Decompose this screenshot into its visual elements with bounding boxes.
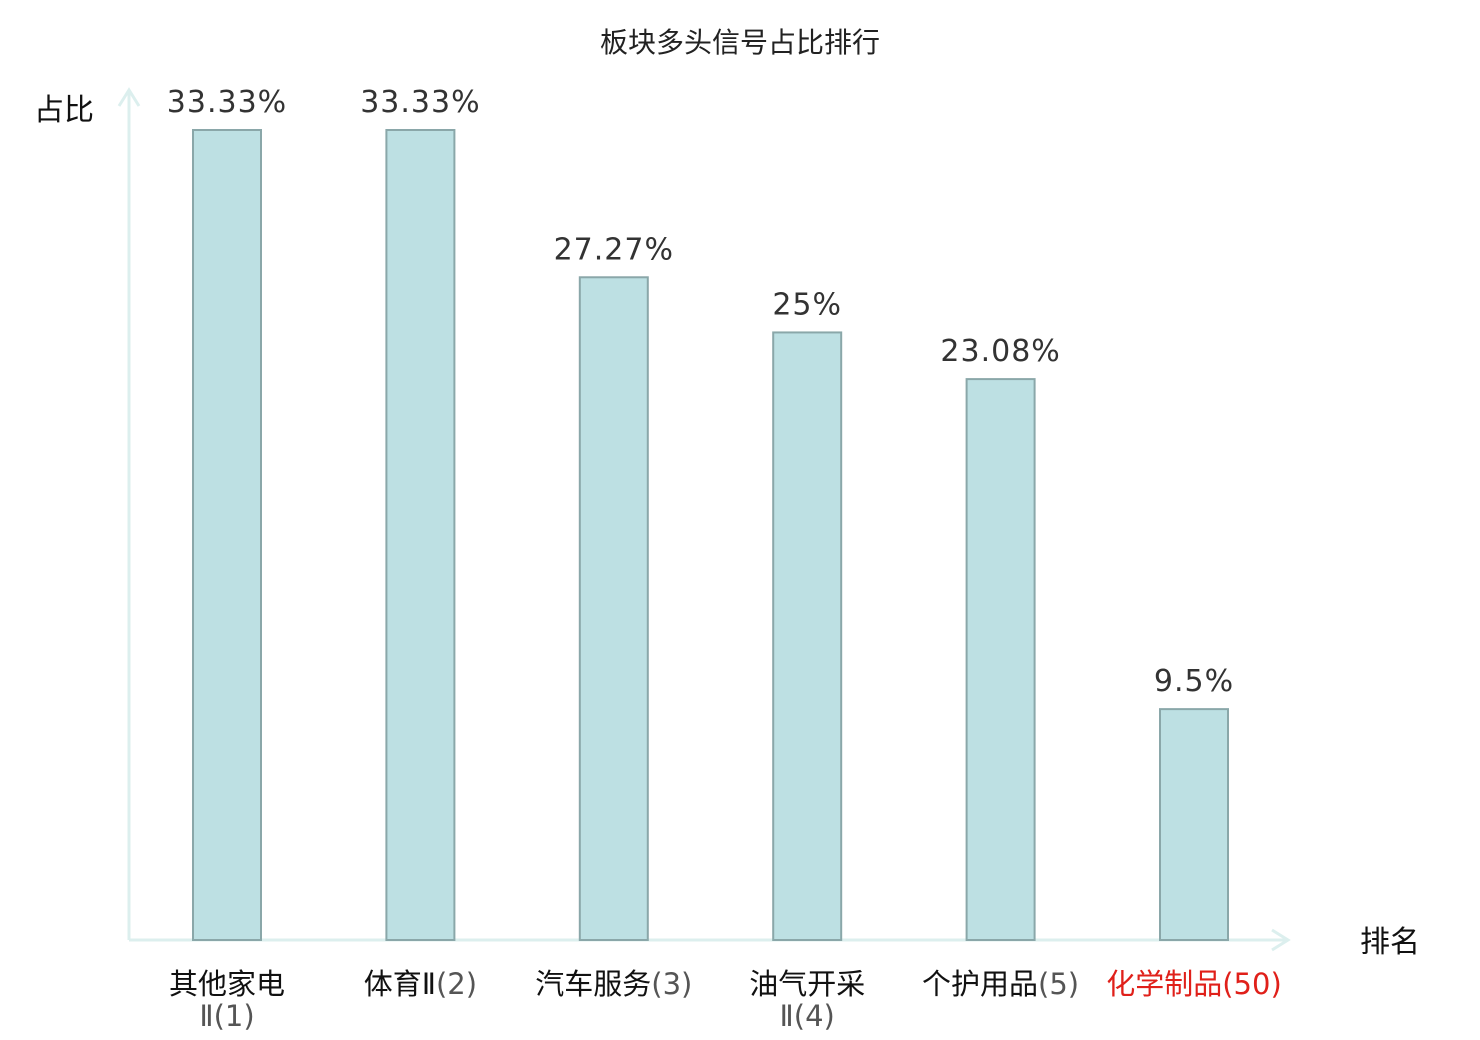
axes [117,87,1291,952]
category-name-3: 汽车服务 [535,967,651,1001]
bar-1 [192,129,262,941]
y-axis-label: 占比 [34,93,94,128]
value-label-5: 23.08% [940,334,1060,369]
bar-4 [772,331,843,941]
category-label-4: 油气开采 [749,967,865,1001]
category-label-1: 其他家电 [169,967,285,1001]
category-rank-1: Ⅱ(1) [199,999,254,1033]
y-axis-arrow [117,87,141,107]
category-rank-4: Ⅱ(4) [780,999,835,1033]
category-name-2: 体育Ⅱ [364,967,436,1001]
chart-title: 板块多头信号占比排行 [600,26,880,59]
value-label-1: 33.33% [167,85,287,120]
value-label-6: 9.5% [1154,664,1234,699]
bar-2 [385,129,456,941]
x-axis-arrow [1271,928,1291,952]
category-rank-5: (5) [1038,967,1079,1001]
bars-layer [192,129,1229,942]
category-label-6: 化学制品(50) [1106,967,1282,1001]
category-rank-6: (50) [1222,967,1282,1001]
value-label-2: 33.33% [360,85,480,120]
category-label-5: 个护用品(5) [922,967,1079,1001]
value-labels-layer: 33.33% 33.33% 27.27% 25% 23.08% 9.5% [167,85,1234,699]
bar-3 [578,276,649,942]
category-label-2: 体育Ⅱ(2) [364,967,477,1001]
category-label-3: 汽车服务(3) [535,967,692,1001]
x-axis-label: 排名 [1360,925,1420,960]
value-label-4: 25% [772,287,842,322]
bar-5 [965,378,1036,941]
category-rank-3: (3) [651,967,692,1001]
value-label-3: 27.27% [554,232,674,267]
category-name-5: 个护用品 [922,967,1038,1001]
category-name-6: 化学制品 [1106,967,1222,1001]
bar-6 [1159,708,1229,941]
category-rank-2: (2) [436,967,477,1001]
